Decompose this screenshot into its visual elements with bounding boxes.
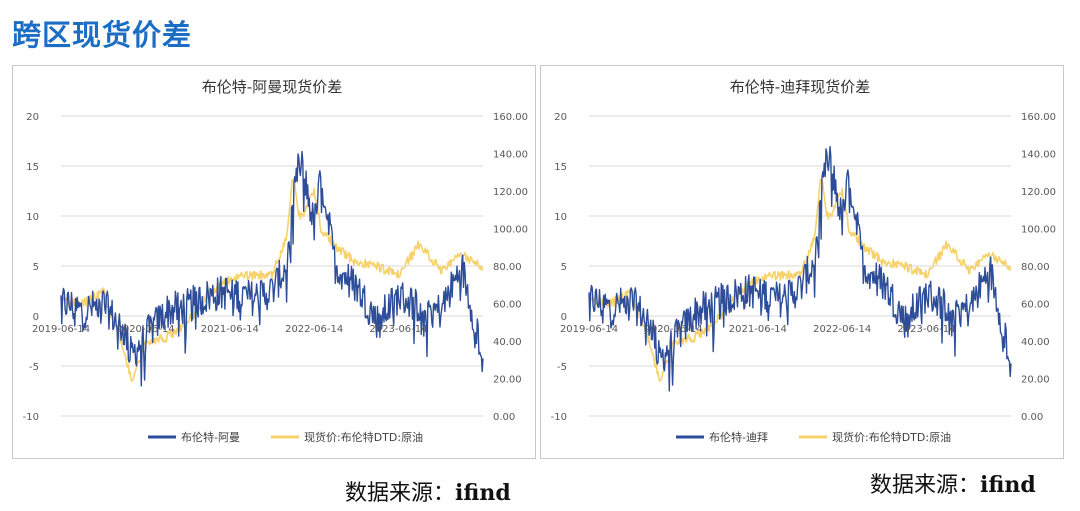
y-left-tick-label: -10 [551,412,567,423]
source-label: 数据来源： [870,473,981,498]
source-value: ifind [455,480,511,506]
y-left-tick-label: 0 [33,312,39,323]
x-tick-label: 2022-06-14 [285,324,343,335]
source-label: 数据来源： [345,481,456,506]
y-right-tick-label: 80.00 [1021,262,1050,273]
y-right-tick-label: 140.00 [1021,150,1056,161]
series-line-spread [588,145,1012,392]
y-left-tick-label: 20 [554,112,567,123]
y-left-tick-label: 5 [33,262,39,273]
y-right-tick-label: 60.00 [1021,300,1050,311]
y-right-tick-label: 40.00 [493,337,522,348]
y-right-tick-label: 160.00 [1021,112,1056,123]
x-tick-label: 2023-06-14 [897,324,955,335]
legend-label: 布伦特-迪拜 [709,430,768,444]
series-line-price [60,178,484,382]
y-left-tick-label: 15 [554,162,567,173]
x-tick-label: 2019-06-14 [560,324,618,335]
y-right-tick-label: 120.00 [1021,187,1056,198]
x-tick-label: 2021-06-14 [729,324,787,335]
chart-title: 布伦特-迪拜现货价差 [730,78,870,96]
y-left-tick-label: -10 [23,412,39,423]
y-left-tick-label: 10 [26,212,39,223]
data-source-right: 数据来源：ifind [870,467,1036,499]
y-left-tick-label: -5 [557,362,567,373]
y-right-tick-label: 20.00 [493,375,522,386]
source-value: ifind [980,472,1036,498]
x-tick-label: 2022-06-14 [813,324,871,335]
y-left-tick-label: 10 [554,212,567,223]
y-right-tick-label: 80.00 [493,262,522,273]
legend-label: 现货价:布伦特DTD:原油 [304,430,423,444]
y-right-tick-label: 100.00 [1021,225,1056,236]
y-left-tick-label: 20 [26,112,39,123]
chart-svg-brent-dubai: 布伦特-迪拜现货价差 -10 -5 0 5 10 15 20 0.00 20.00 40.00 60.… [551,78,1056,444]
y-left-tick-label: 0 [561,312,567,323]
y-right-tick-label: 0.00 [1021,412,1043,423]
y-right-tick-label: 140.00 [493,150,528,161]
y-right-tick-label: 0.00 [493,412,515,423]
y-left-tick-label: 15 [26,162,39,173]
chart-svg-brent-oman: 布伦特-阿曼现货价差 -10 -5 0 5 10 15 20 0.00 20.00 40.00 60.… [23,78,528,444]
legend-label: 现货价:布伦特DTD:原油 [832,430,951,444]
data-source-left: 数据来源：ifind [345,475,511,507]
chart-title: 布伦特-阿曼现货价差 [202,78,342,96]
y-right-tick-label: 160.00 [493,112,528,123]
y-right-tick-label: 100.00 [493,225,528,236]
y-left-tick-label: -5 [29,362,39,373]
x-tick-label: 2020-06-14 [116,324,174,335]
y-right-tick-label: 60.00 [493,300,522,311]
page-title: 跨区现货价差 [12,18,193,52]
y-right-tick-label: 40.00 [1021,337,1050,348]
y-left-tick-label: 5 [561,262,567,273]
series-line-spread [60,150,484,387]
legend-label: 布伦特-阿曼 [181,430,240,444]
x-tick-label: 2020-06-14 [644,324,702,335]
y-right-tick-label: 20.00 [1021,375,1050,386]
x-tick-label: 2019-06-14 [32,324,90,335]
chart-panel-brent-dubai: 布伦特-迪拜现货价差 -10 -5 0 5 10 15 20 0.00 20.00 40.00 60.… [540,65,1064,459]
x-tick-label: 2021-06-14 [201,324,259,335]
x-tick-label: 2023-06-14 [369,324,427,335]
chart-panel-brent-oman: 布伦特-阿曼现货价差 -10 -5 0 5 10 15 20 0.00 20.00 40.00 60.… [12,65,536,459]
y-right-tick-label: 120.00 [493,187,528,198]
